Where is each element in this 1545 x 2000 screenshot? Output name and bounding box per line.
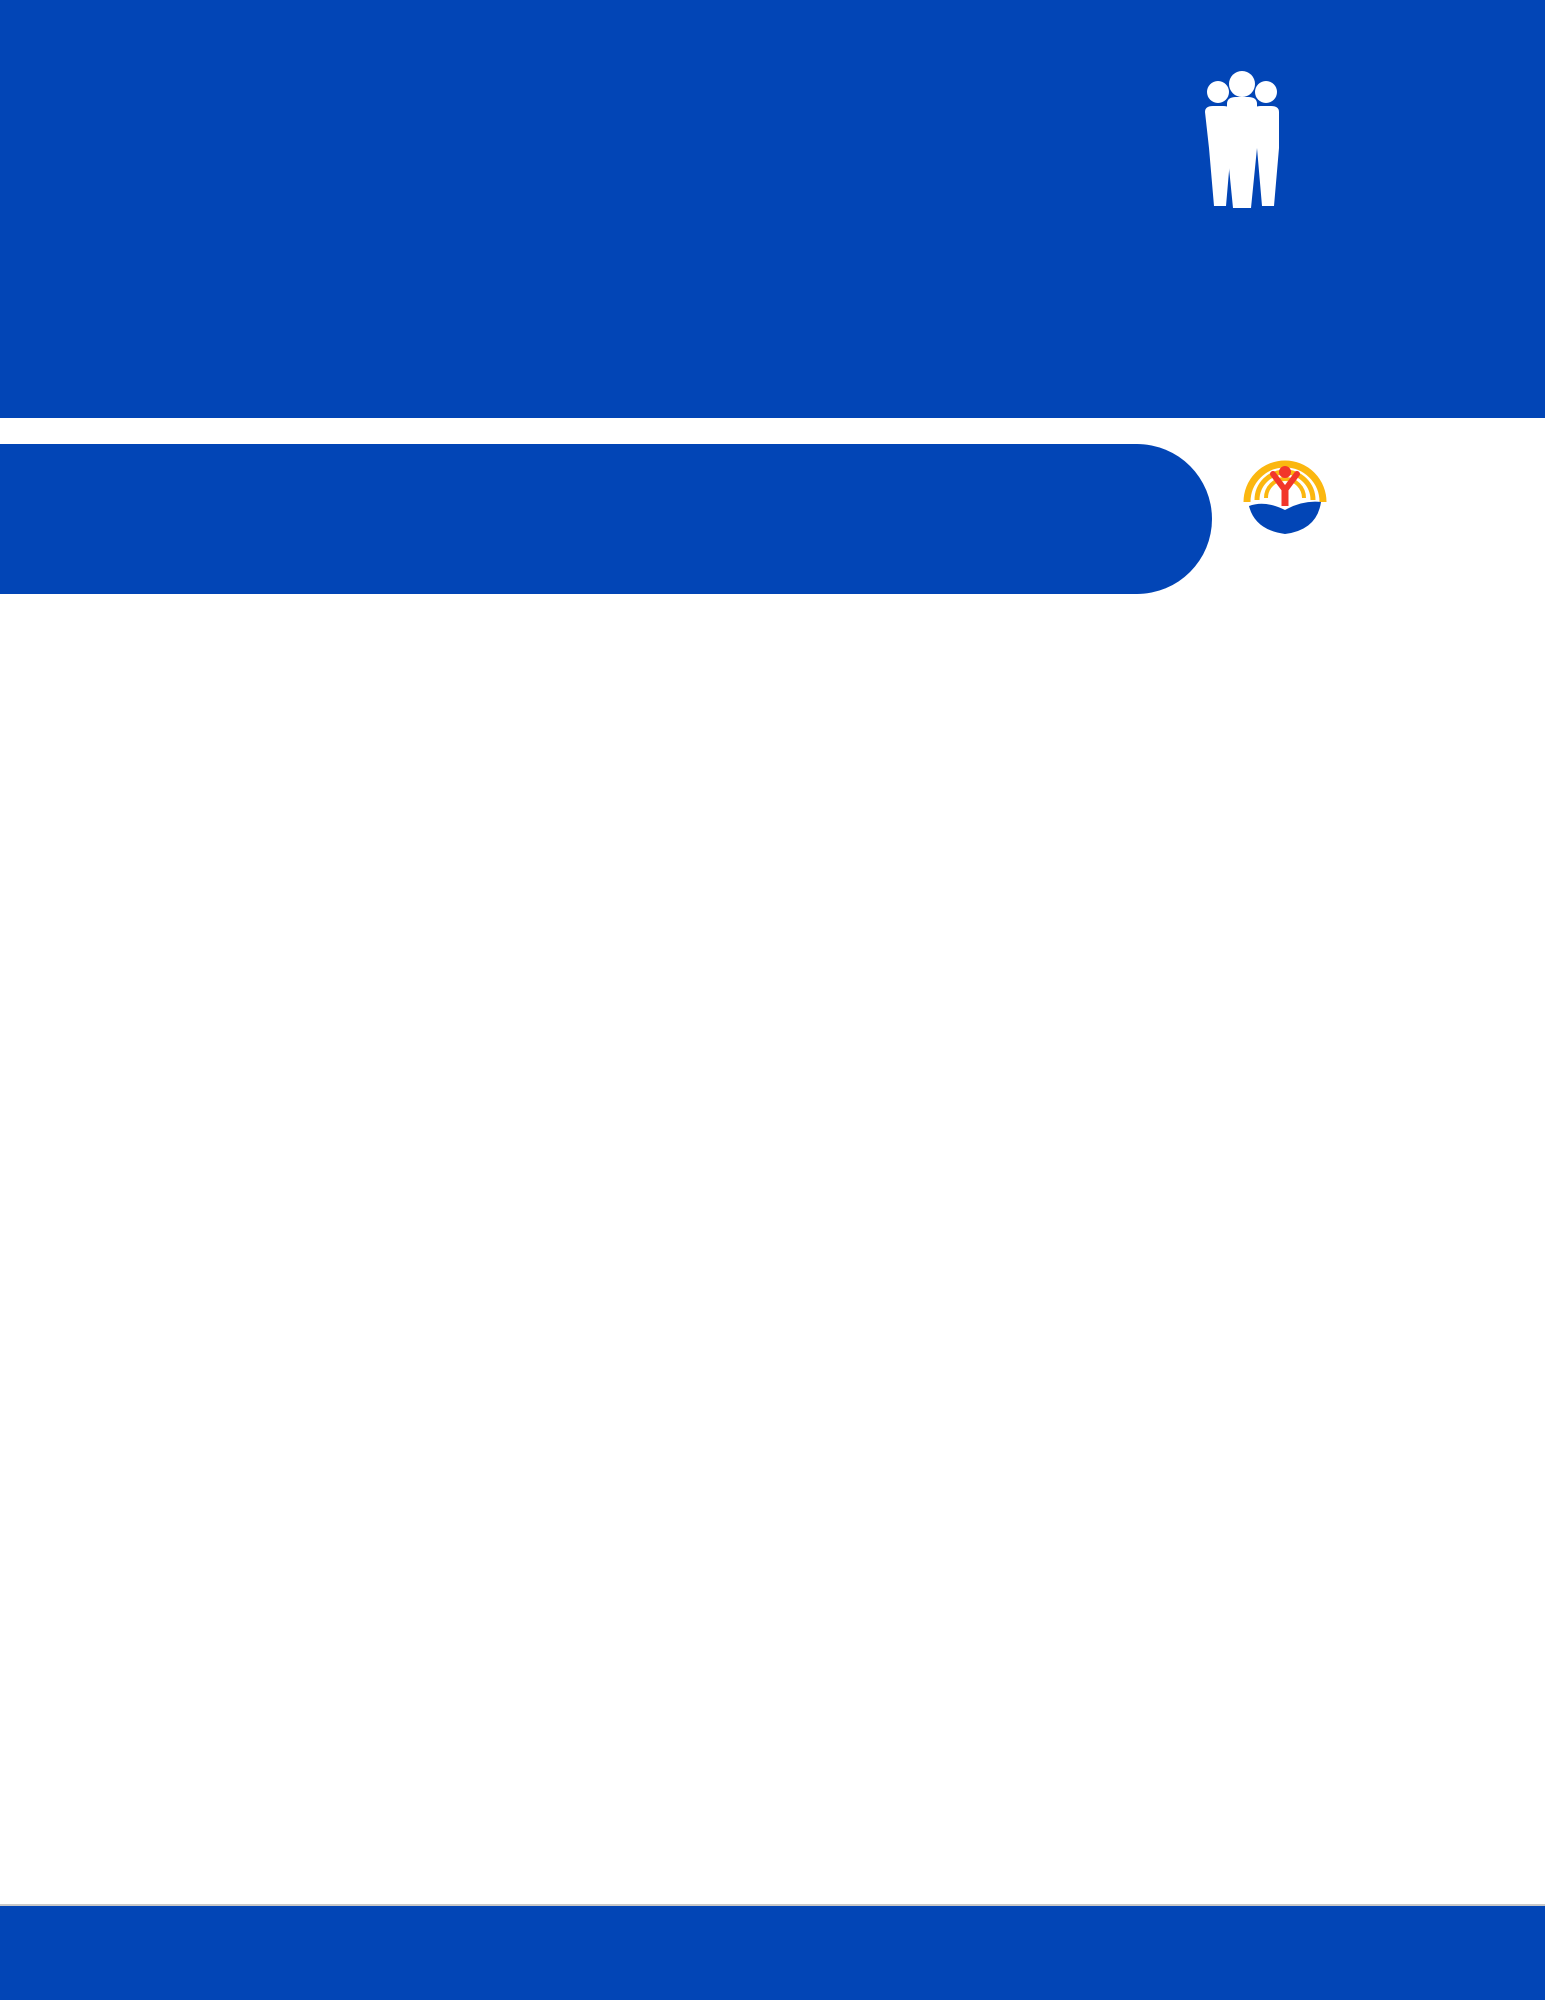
hand-person-rainbow-icon [1243, 460, 1327, 534]
paychecks-chart [860, 1050, 1500, 1610]
three-people-icon [1205, 71, 1279, 208]
header-banner [0, 0, 1545, 418]
intro-banner [0, 444, 1212, 594]
footer-banner [0, 1904, 1545, 2000]
